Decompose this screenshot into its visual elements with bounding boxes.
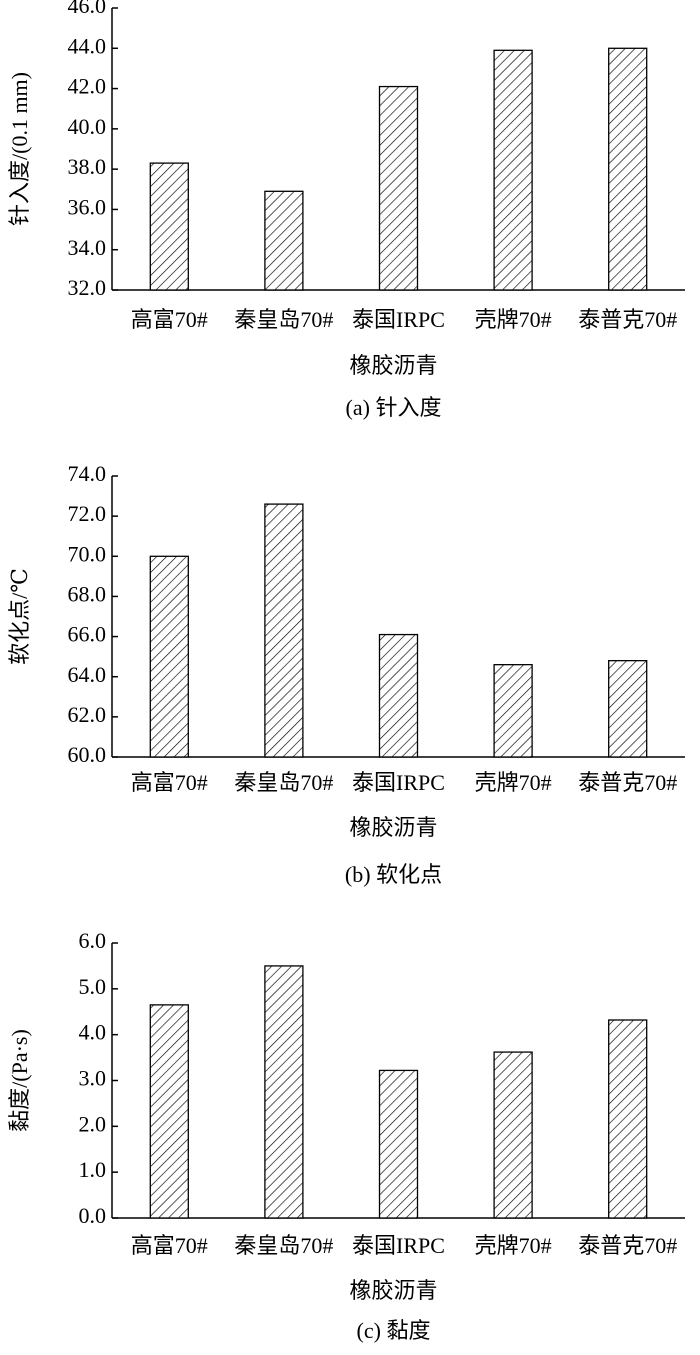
y-tick-label: 34.0 [68, 235, 107, 260]
x-axis-label: 橡胶沥青 [349, 1278, 437, 1303]
y-axis-label: 针入度/(0.1 mm) [7, 72, 32, 226]
y-tick-label: 74.0 [68, 461, 107, 486]
y-tick-label: 38.0 [68, 154, 107, 179]
y-tick-label: 36.0 [68, 194, 107, 219]
x-tick-label: 泰国IRPC [352, 1233, 445, 1258]
y-tick-label: 42.0 [68, 74, 107, 99]
y-axis-label: 黏度/(Pa·s) [7, 1029, 32, 1132]
y-tick-label: 70.0 [68, 541, 107, 566]
bar [264, 965, 304, 1219]
y-tick-label: 44.0 [68, 33, 107, 58]
x-tick-label: 秦皇岛70# [234, 770, 333, 795]
x-tick-label: 秦皇岛70# [234, 1233, 333, 1258]
bar [608, 47, 648, 291]
bar [608, 1019, 648, 1219]
y-tick-label: 5.0 [79, 974, 107, 999]
x-tick-label: 泰普克70# [578, 1233, 677, 1258]
bar [493, 49, 533, 291]
x-tick-label: 泰国IRPC [352, 307, 445, 332]
x-tick-label: 秦皇岛70# [234, 307, 333, 332]
bar [149, 162, 189, 291]
x-tick-label: 高富70# [131, 1233, 208, 1258]
bar [493, 664, 533, 758]
y-tick-label: 60.0 [68, 742, 107, 767]
bar [149, 555, 189, 758]
bar [378, 1069, 419, 1219]
caption: (a) 针入度 [346, 395, 442, 420]
caption: (b) 软化点 [345, 862, 442, 887]
y-tick-label: 62.0 [68, 702, 107, 727]
y-tick-label: 32.0 [68, 275, 107, 300]
y-tick-label: 0.0 [79, 1203, 107, 1228]
caption: (c) 黏度 [357, 1318, 431, 1343]
x-tick-label: 壳牌70# [475, 307, 552, 332]
y-tick-label: 4.0 [79, 1020, 107, 1045]
y-tick-label: 6.0 [79, 928, 107, 953]
y-tick-label: 72.0 [68, 501, 107, 526]
bar [378, 85, 419, 291]
x-tick-label: 高富70# [131, 770, 208, 795]
y-tick-label: 3.0 [79, 1066, 107, 1091]
bar [264, 503, 304, 758]
x-axis-label: 橡胶沥青 [349, 815, 437, 840]
y-tick-label: 68.0 [68, 581, 107, 606]
bar [378, 633, 419, 758]
x-axis-label: 橡胶沥青 [349, 353, 437, 378]
bar [608, 660, 648, 758]
bar [149, 1004, 189, 1219]
bar [264, 190, 304, 291]
x-tick-label: 壳牌70# [475, 770, 552, 795]
y-axis-label: 软化点/℃ [7, 568, 32, 665]
y-tick-label: 46.0 [68, 0, 107, 18]
x-tick-label: 泰普克70# [578, 307, 677, 332]
x-tick-label: 高富70# [131, 307, 208, 332]
y-tick-label: 2.0 [79, 1111, 107, 1136]
bar [493, 1051, 533, 1219]
y-tick-label: 40.0 [68, 114, 107, 139]
y-tick-label: 1.0 [79, 1157, 107, 1182]
x-tick-label: 泰国IRPC [352, 770, 445, 795]
x-tick-label: 泰普克70# [578, 770, 677, 795]
x-tick-label: 壳牌70# [475, 1233, 552, 1258]
y-tick-label: 64.0 [68, 662, 107, 687]
y-tick-label: 66.0 [68, 622, 107, 647]
